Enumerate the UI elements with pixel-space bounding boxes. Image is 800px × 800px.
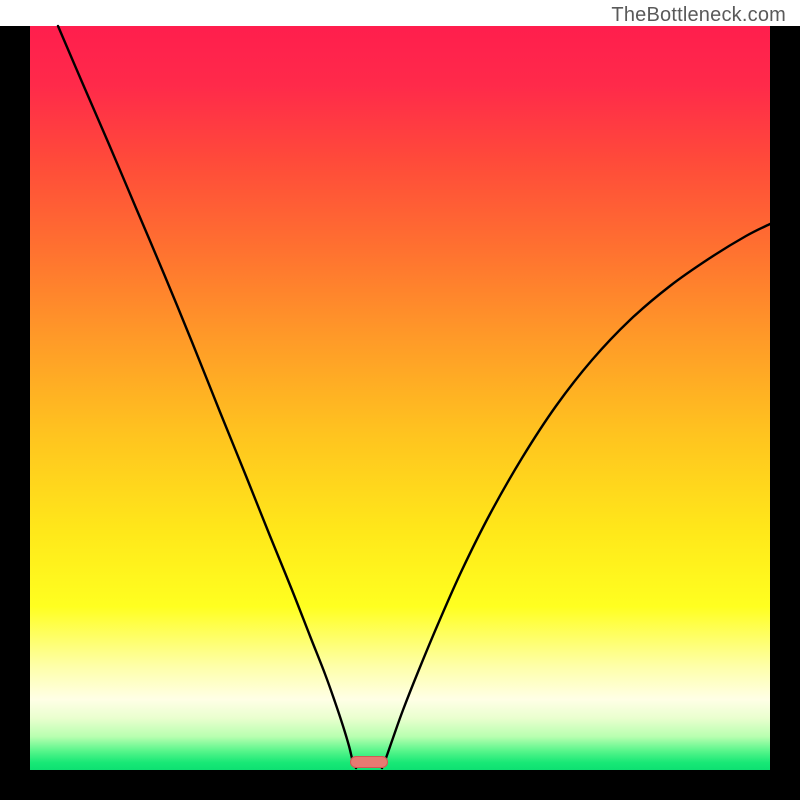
bottleneck-marker: [350, 756, 388, 768]
curve-layer: [30, 26, 770, 770]
curve-right-branch: [382, 224, 770, 768]
frame-bottom: [0, 770, 800, 800]
bottleneck-chart: TheBottleneck.com: [0, 0, 800, 800]
watermark-text: TheBottleneck.com: [611, 4, 786, 27]
frame-right: [770, 26, 800, 770]
curve-left-branch: [58, 26, 356, 768]
frame-left: [0, 26, 30, 770]
